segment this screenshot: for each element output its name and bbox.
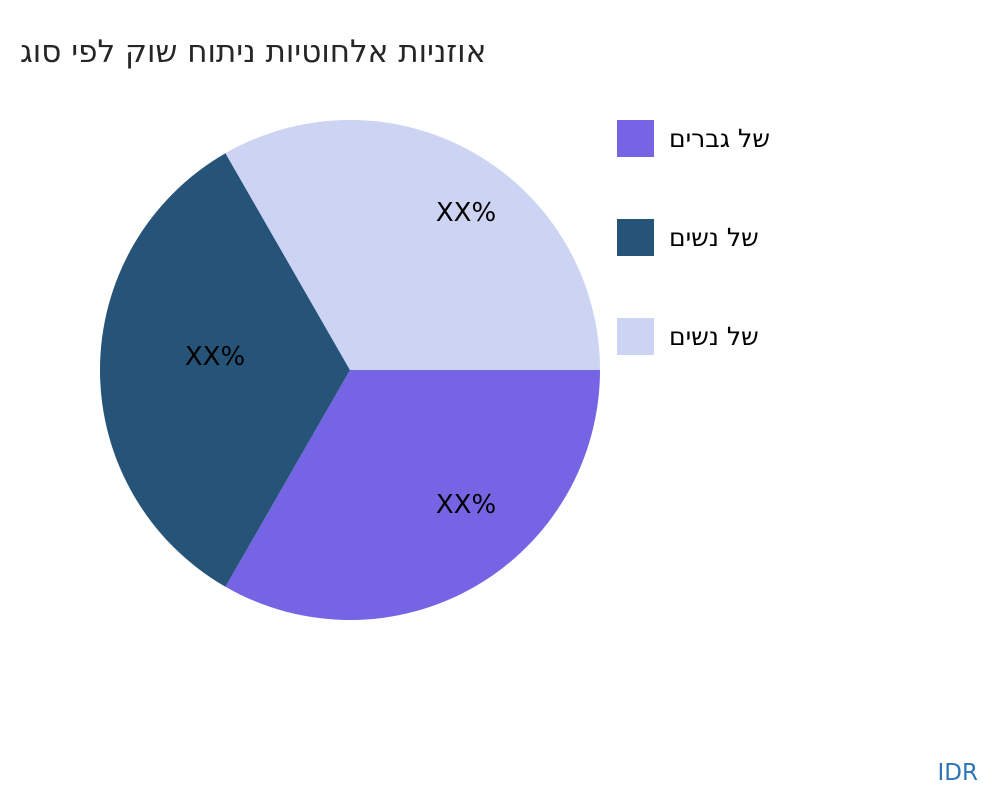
legend-item: של נשים bbox=[617, 318, 770, 355]
pie-slice-label: XX% bbox=[435, 198, 497, 228]
pie-slice-label: XX% bbox=[435, 490, 497, 520]
legend-item: של נשים bbox=[617, 219, 770, 256]
pie-wrap bbox=[99, 119, 601, 621]
pie-chart bbox=[99, 119, 601, 621]
pie-slice bbox=[225, 119, 601, 370]
legend-label: של נשים bbox=[669, 223, 759, 252]
legend-swatch-men bbox=[617, 120, 654, 157]
watermark-idr: IDR bbox=[937, 760, 978, 786]
legend-swatch-women bbox=[617, 219, 654, 256]
pie-slice bbox=[99, 153, 350, 587]
legend-label: של נשים bbox=[669, 322, 759, 351]
pie-slice bbox=[225, 370, 600, 621]
legend-item: של גברים bbox=[617, 120, 770, 157]
pie-slice-label: XX% bbox=[184, 342, 246, 372]
legend-label: של גברים bbox=[669, 124, 770, 153]
legend: של גברים של נשים של נשים bbox=[617, 120, 770, 355]
chart-title: אוזניות אלחוטיות ניתוח שוק לפי סוג bbox=[20, 34, 487, 70]
legend-swatch-women-2 bbox=[617, 318, 654, 355]
